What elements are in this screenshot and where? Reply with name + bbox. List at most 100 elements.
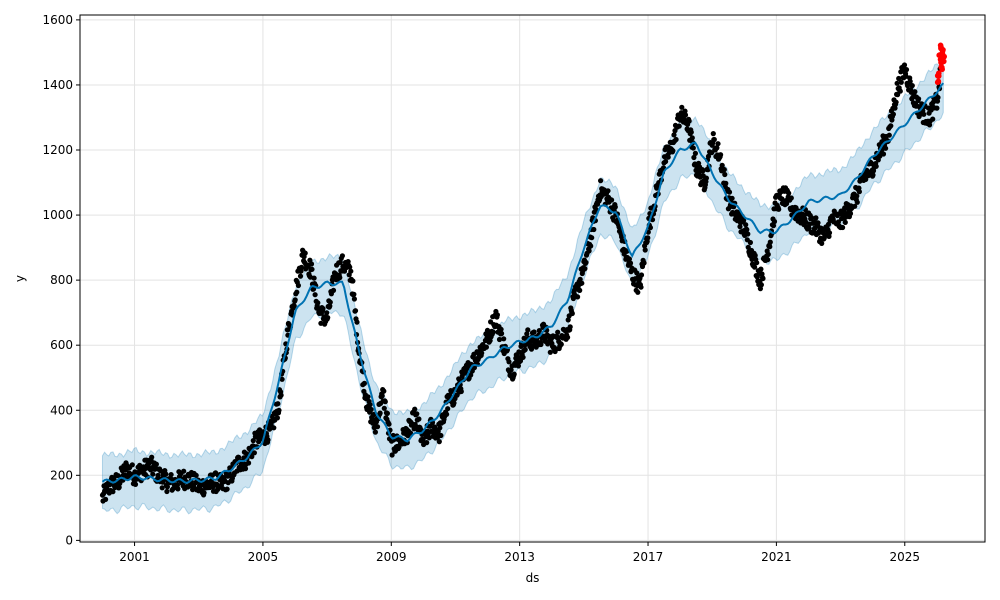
observed-point xyxy=(494,312,500,318)
observed-point xyxy=(325,315,331,321)
observed-point xyxy=(779,196,785,202)
plot-frame xyxy=(79,14,986,543)
observed-point xyxy=(722,171,728,178)
observed-point xyxy=(352,308,359,314)
observed-point xyxy=(327,303,333,309)
observed-point xyxy=(339,253,345,259)
observed-point xyxy=(642,247,648,253)
observed-point xyxy=(372,429,378,435)
observed-point xyxy=(893,99,899,105)
observed-point xyxy=(765,257,771,263)
observed-point xyxy=(935,94,941,101)
observed-point xyxy=(515,363,522,369)
y-axis-title: y xyxy=(13,275,27,282)
observed-point xyxy=(424,440,430,446)
observed-point xyxy=(565,334,571,340)
observed-point xyxy=(647,225,654,231)
observed-point xyxy=(679,104,685,110)
observed-point xyxy=(298,268,304,274)
observed-point xyxy=(863,176,869,182)
observed-point xyxy=(809,215,815,221)
observed-point xyxy=(883,145,889,151)
observed-point xyxy=(324,310,330,316)
observed-point xyxy=(916,96,922,102)
observed-point xyxy=(337,275,343,281)
observed-point xyxy=(193,472,199,478)
observed-point xyxy=(242,466,249,472)
observed-point xyxy=(367,402,373,408)
observed-point xyxy=(506,359,512,365)
observed-point xyxy=(635,289,641,295)
observed-point xyxy=(437,425,443,431)
observed-point xyxy=(909,83,915,89)
observed-point xyxy=(886,132,892,138)
observed-point xyxy=(153,461,159,467)
observed-point xyxy=(786,190,792,196)
observed-point xyxy=(898,79,904,85)
observed-point xyxy=(496,336,503,343)
x-tick-label: 2001 xyxy=(119,550,150,564)
observed-point xyxy=(744,227,750,233)
observed-point xyxy=(271,425,277,431)
holdout-point xyxy=(938,64,944,70)
observed-point xyxy=(765,251,771,257)
y-tick-label: 400 xyxy=(50,403,73,417)
observed-point xyxy=(174,482,180,488)
x-axis-ticks: 2001 2005 2009 2013 2017 2021 2025 xyxy=(119,542,920,564)
observed-point xyxy=(565,317,571,323)
observed-point xyxy=(930,116,936,122)
observed-point xyxy=(897,88,903,94)
observed-point xyxy=(671,132,677,138)
observed-point xyxy=(236,454,242,460)
observed-point xyxy=(103,496,109,502)
observed-point xyxy=(361,380,367,386)
observed-point xyxy=(605,188,611,194)
observed-point xyxy=(894,80,900,86)
observed-point xyxy=(788,195,794,201)
observed-point xyxy=(308,261,315,267)
observed-point xyxy=(374,424,381,430)
observed-point xyxy=(416,416,422,422)
observed-point xyxy=(912,89,918,95)
observed-point xyxy=(278,392,284,398)
observed-point xyxy=(407,430,414,436)
observed-point xyxy=(444,411,450,417)
observed-point xyxy=(351,291,357,297)
observed-point xyxy=(593,206,599,212)
observed-point xyxy=(670,148,676,154)
observed-point xyxy=(612,204,618,210)
y-tick-label: 600 xyxy=(50,338,73,352)
observed-point xyxy=(249,454,255,460)
observed-point xyxy=(582,266,588,272)
observed-point xyxy=(835,219,842,225)
observed-point xyxy=(311,275,317,281)
observed-point xyxy=(347,264,353,270)
observed-point xyxy=(501,336,507,342)
observed-point xyxy=(438,432,444,439)
observed-point xyxy=(577,276,583,282)
observed-point xyxy=(741,217,747,224)
x-axis-title: ds xyxy=(526,571,540,585)
observed-point xyxy=(150,471,156,477)
observed-point xyxy=(275,401,281,407)
observed-point xyxy=(870,172,876,178)
observed-point xyxy=(586,248,592,254)
observed-point xyxy=(815,220,821,226)
observed-point xyxy=(770,223,777,229)
observed-point xyxy=(840,224,846,231)
observed-point xyxy=(721,167,727,173)
holdout-point xyxy=(941,53,947,60)
y-tick-label: 1200 xyxy=(42,143,73,157)
observed-point xyxy=(705,153,712,159)
observed-point xyxy=(107,482,113,488)
observed-point xyxy=(691,154,697,161)
observed-point xyxy=(381,405,387,411)
holdout-point xyxy=(934,79,941,86)
observed-point xyxy=(690,145,696,151)
observed-point xyxy=(682,108,688,114)
observed-point xyxy=(715,141,721,147)
observed-point xyxy=(758,266,764,272)
observed-point xyxy=(298,264,305,270)
observed-point xyxy=(302,250,308,256)
